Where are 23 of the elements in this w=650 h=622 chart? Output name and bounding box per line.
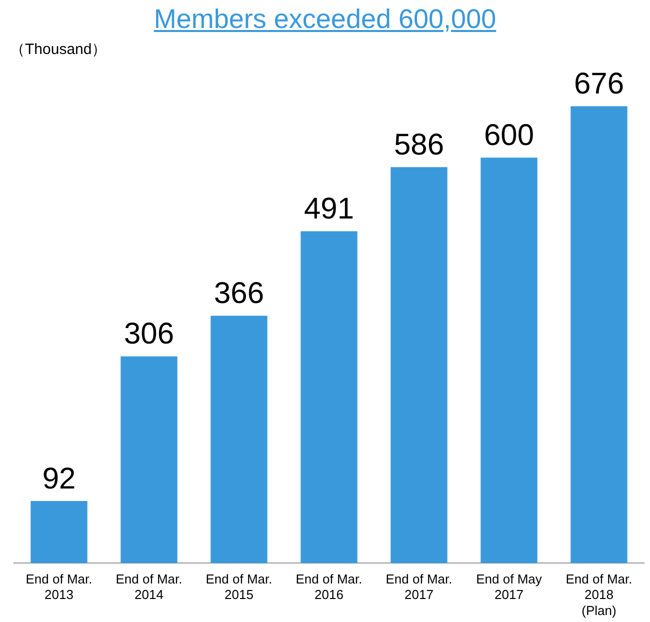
data-label: 92 bbox=[42, 462, 76, 496]
x-tick-label: End of Mar. 2014 bbox=[116, 572, 182, 602]
data-label: 366 bbox=[214, 277, 264, 310]
chart-title: Members exceeded 600,000 bbox=[152, 4, 498, 35]
x-tick-label: End of Mar. 2013 bbox=[26, 572, 92, 602]
data-label: 676 bbox=[574, 67, 624, 100]
x-tick-label: End of Mar. 2016 bbox=[296, 572, 362, 602]
x-tick-label: End of May 2017 bbox=[476, 572, 542, 602]
bar bbox=[120, 356, 178, 564]
x-tick-label: End of Mar. 2017 bbox=[386, 572, 452, 602]
bar bbox=[210, 316, 268, 564]
data-label: 306 bbox=[124, 318, 174, 351]
data-label: 586 bbox=[394, 128, 444, 162]
bar bbox=[570, 106, 628, 564]
y-axis-title: （Thousand） bbox=[10, 40, 107, 59]
x-tick-label: End of Mar. 2015 bbox=[206, 572, 272, 602]
bar bbox=[390, 167, 448, 564]
bar bbox=[480, 158, 538, 564]
data-label: 600 bbox=[484, 118, 534, 152]
bar bbox=[300, 231, 358, 564]
data-label: 491 bbox=[304, 192, 354, 226]
x-tick-label: End of Mar. 2018 (Plan) bbox=[566, 572, 632, 618]
bar bbox=[30, 501, 88, 564]
